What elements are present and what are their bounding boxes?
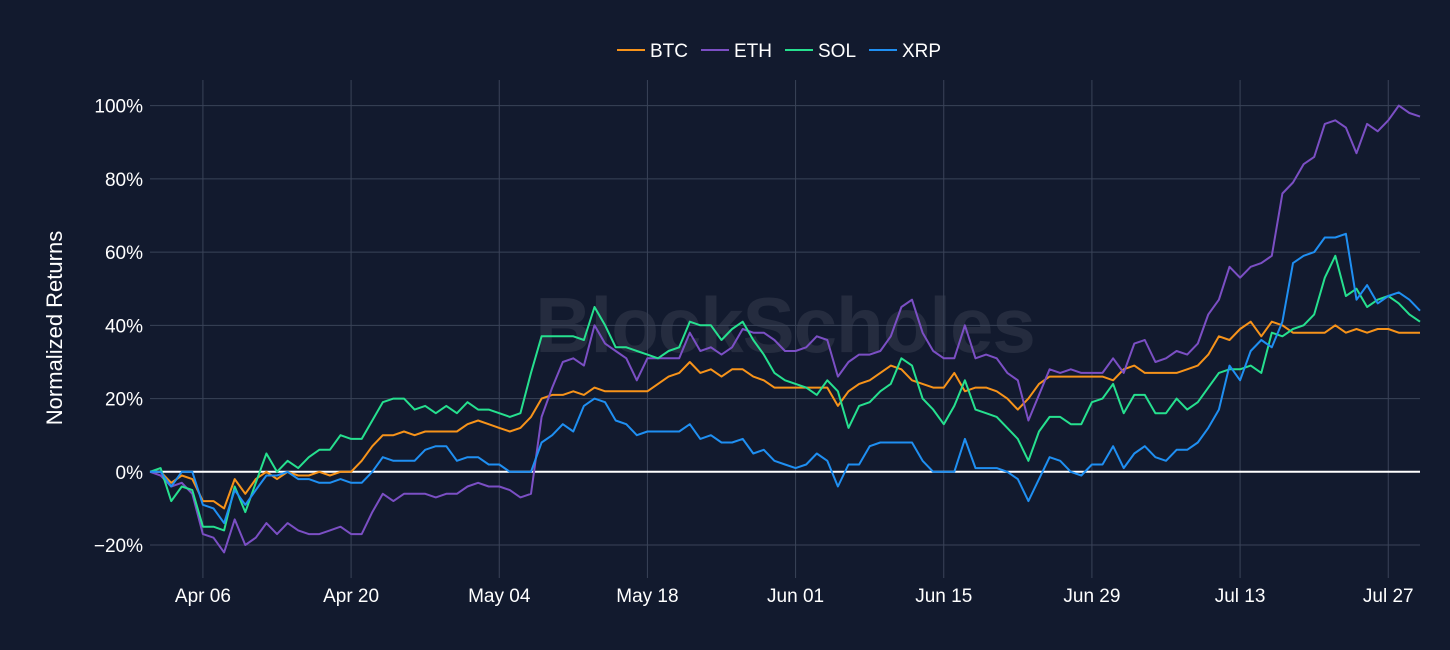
x-tick-label: Jun 01: [767, 586, 824, 607]
x-tick-label: Jul 13: [1215, 586, 1266, 607]
x-tick-label: May 18: [616, 586, 678, 607]
y-tick-label: 0%: [116, 463, 144, 484]
y-tick-label: −20%: [94, 536, 143, 557]
legend-label: XRP: [902, 41, 941, 62]
y-axis-ticks: −20% 0% 20% 40% 60% 80% 100%: [94, 97, 143, 557]
legend-item-eth[interactable]: ETH: [701, 41, 772, 62]
legend-item-btc[interactable]: BTC: [617, 41, 688, 62]
x-tick-label: Apr 06: [175, 586, 231, 607]
y-tick-label: 80%: [105, 170, 143, 191]
y-axis-title: Normalized Returns: [42, 231, 67, 425]
y-tick-label: 60%: [105, 243, 143, 264]
legend-label: ETH: [734, 41, 772, 62]
y-tick-label: 20%: [105, 390, 143, 411]
x-tick-label: Apr 20: [323, 586, 379, 607]
x-tick-label: Jul 27: [1363, 586, 1414, 607]
legend-item-sol[interactable]: SOL: [785, 41, 856, 62]
x-tick-label: Jun 15: [915, 586, 972, 607]
series-lines: [149, 104, 1421, 554]
x-tick-label: Jun 29: [1063, 586, 1120, 607]
legend-label: SOL: [818, 41, 856, 62]
series-line-btc: [150, 320, 1420, 510]
y-tick-label: 40%: [105, 316, 143, 337]
x-tick-label: May 04: [468, 586, 531, 607]
legend[interactable]: BTC ETH SOL XRP: [617, 41, 941, 62]
legend-item-xrp[interactable]: XRP: [869, 41, 941, 62]
x-axis-ticks: Apr 06 Apr 20 May 04 May 18 Jun 01 Jun 15 Jun …: [175, 586, 1414, 607]
legend-label: BTC: [650, 41, 688, 62]
series-line-xrp: [150, 232, 1421, 525]
y-tick-label: 100%: [94, 97, 143, 118]
series-line-eth: [149, 104, 1421, 554]
series-line-sol: [149, 254, 1421, 532]
